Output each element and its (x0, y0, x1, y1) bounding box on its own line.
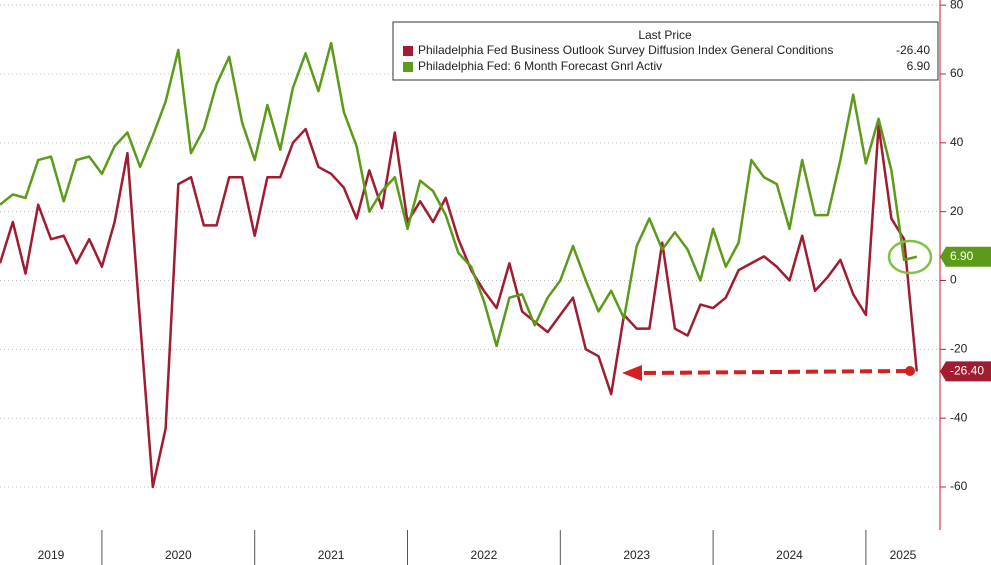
grid-layer (0, 4, 940, 488)
axis-layer: -60 -40 -20 0 20 40 60 80 2019 2020 2021 2022 2023 20… (38, 0, 991, 565)
annotation-arrowhead (622, 365, 642, 381)
legend-swatch (403, 62, 413, 72)
legend-box (392, 21, 939, 81)
last-value-label: -26.40 (950, 364, 984, 378)
y-tick-label: 80 (950, 0, 964, 11)
x-tick-label: 2025 (890, 548, 917, 562)
legend: Last Price Philadelphia Fed Business Out… (392, 21, 939, 81)
legend-label: Philadelphia Fed Business Outlook Survey… (418, 43, 833, 57)
x-tick-label: 2024 (776, 548, 803, 562)
last-value-tag (940, 246, 991, 267)
series-line (0, 124, 919, 489)
y-tick-label: -20 (950, 341, 968, 355)
lines-layer (0, 41, 919, 489)
legend-value: 6.90 (907, 59, 931, 73)
annotation-ellipse (887, 239, 933, 275)
y-tick-label: 40 (950, 135, 964, 149)
last-value-label: 6.90 (950, 249, 974, 263)
legend-swatch (403, 46, 413, 56)
y-tick-label: 0 (950, 273, 957, 287)
annotation-arrow (639, 369, 909, 375)
x-tick-label: 2019 (38, 548, 65, 562)
y-tick-label: 20 (950, 204, 964, 218)
x-tick-label: 2020 (165, 548, 192, 562)
legend-title: Last Price (638, 28, 692, 42)
legend-label: Philadelphia Fed: 6 Month Forecast Gnrl … (418, 59, 662, 73)
last-value-tag (940, 361, 991, 382)
annotation-dot (905, 366, 915, 376)
y-tick-label: -40 (950, 410, 968, 424)
y-tick-label: -60 (950, 479, 968, 493)
series-line (0, 41, 918, 348)
x-tick-label: 2021 (318, 548, 345, 562)
y-tick-label: 60 (950, 66, 964, 80)
x-tick-label: 2023 (623, 548, 650, 562)
legend-value: -26.40 (896, 43, 930, 57)
x-tick-label: 2022 (471, 548, 498, 562)
